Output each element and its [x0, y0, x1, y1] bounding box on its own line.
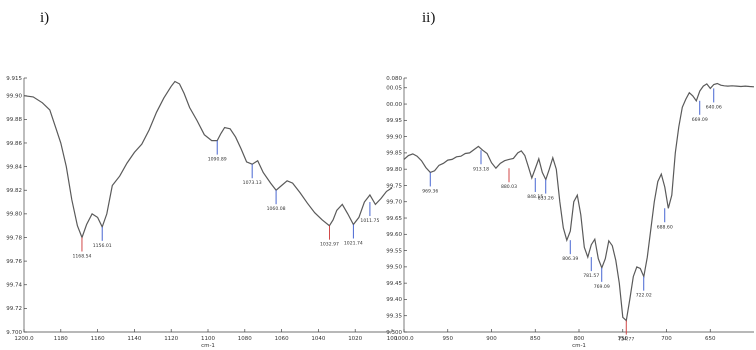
peak-label: 769.09: [594, 284, 610, 290]
y-tick-label: 99.85: [386, 151, 402, 157]
y-tick-label: 99.45: [386, 281, 402, 287]
x-tick-label: 750: [618, 336, 629, 342]
y-tick-label: 99.86: [6, 141, 22, 147]
y-tick-label: 99.80: [386, 167, 402, 173]
y-tick-label: 0.080: [386, 76, 402, 82]
x-tick-label: 1200.0: [14, 336, 34, 342]
x-tick-label: 1140: [127, 336, 141, 342]
x-tick-label: 1000.0: [394, 336, 414, 342]
peak-label: 1168.54: [72, 253, 91, 259]
peak-label: 1032.97: [320, 242, 339, 248]
x-axis-label: cm-1: [201, 343, 215, 349]
panel-label-i: i): [40, 10, 50, 26]
peak-label: 781.57: [583, 273, 599, 279]
peak-label: 640.06: [706, 104, 722, 110]
y-tick-label: 99.70: [386, 200, 402, 206]
x-tick-label: 1160: [91, 336, 105, 342]
y-tick-label: 99.95: [386, 118, 402, 124]
y-tick-label: 99.75: [386, 183, 402, 189]
peak-label: 1090.89: [208, 157, 227, 163]
y-tick-label: 99.90: [6, 94, 22, 100]
y-tick-label: 99.72: [6, 306, 22, 312]
y-tick-label: 9.700: [6, 330, 22, 336]
peak-label: 669.09: [692, 117, 708, 123]
peak-label: 1156.01: [93, 243, 112, 249]
x-tick-label: 100: [387, 336, 398, 342]
peak-label: 734.77: [618, 337, 634, 343]
x-tick-label: 1040: [311, 336, 325, 342]
x-tick-label: 1020: [348, 336, 362, 342]
y-tick-label: 99.90: [386, 134, 402, 140]
x-tick-label: 900: [486, 336, 497, 342]
y-tick-label: 99.80: [6, 212, 22, 218]
x-tick-label: 700: [661, 336, 672, 342]
x-tick-label: 1080: [238, 336, 252, 342]
peak-label: 833.26: [538, 196, 554, 202]
x-tick-label: 1060: [275, 336, 289, 342]
y-tick-label: 99.74: [6, 283, 22, 289]
peak-label: 722.02: [636, 293, 652, 299]
peak-label: 880.03: [501, 184, 517, 190]
peak-label: 1060.08: [267, 206, 286, 212]
y-tick-label: 9.300: [386, 330, 402, 336]
axis-frame: [23, 78, 392, 333]
spectrum-line: [403, 82, 755, 322]
y-tick-label: 00.05: [386, 86, 402, 92]
y-tick-label: 99.35: [386, 314, 402, 320]
peak-label: 913.18: [473, 166, 489, 172]
y-tick-label: 99.84: [6, 164, 22, 170]
y-tick-label: 99.50: [386, 265, 402, 271]
peak-label: 848.15: [527, 194, 543, 200]
chart-i: 9.700 99.72 99.74 99.76 99.78 99.80 99.82 99.84…: [6, 76, 397, 349]
x-tick-label: 1180: [54, 336, 68, 342]
x-tick-label: 800: [574, 336, 585, 342]
spectrum-line: [23, 80, 393, 240]
y-tick-label: 00.00: [386, 102, 402, 108]
y-tick-label: 9.915: [6, 76, 22, 82]
x-tick-label: 1100: [201, 336, 215, 342]
x-tick-label: 1120: [164, 336, 178, 342]
x-axis-label: cm-1: [572, 343, 586, 349]
y-tick-label: 99.88: [6, 117, 22, 123]
y-tick-label: 99.82: [6, 188, 22, 194]
panel-label-ii: ii): [422, 10, 436, 26]
x-tick-label: 950: [443, 336, 454, 342]
y-tick-label: 99.76: [6, 259, 22, 265]
y-tick-label: 99.65: [386, 216, 402, 222]
peak-label: 969.36: [422, 188, 438, 194]
y-tick-label: 99.78: [6, 235, 22, 241]
peak-label: 1011.75: [360, 218, 379, 224]
peak-label: 1021.74: [344, 240, 363, 246]
peak-label: 1073.13: [243, 180, 262, 186]
y-tick-label: 99.60: [386, 232, 402, 238]
chart-ii: 9.300 99.35 99.40 99.45 99.50 99.55 99.60 99.65…: [386, 76, 755, 349]
peak-label: 688.60: [657, 224, 673, 230]
x-tick-label: 650: [705, 336, 716, 342]
y-tick-label: 99.55: [386, 248, 402, 254]
x-tick-label: 850: [530, 336, 541, 342]
y-tick-label: 99.40: [386, 297, 402, 303]
peak-label: 806.39: [562, 256, 578, 262]
